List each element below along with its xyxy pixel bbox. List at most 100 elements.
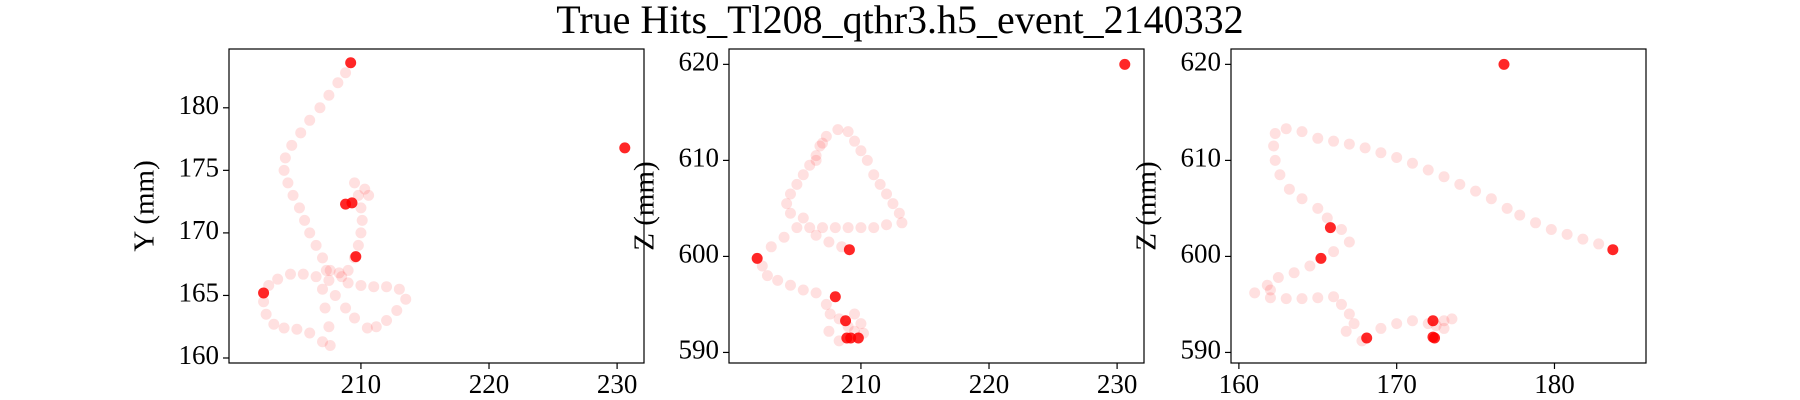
hit-point	[1335, 298, 1347, 310]
hit-point	[804, 159, 816, 171]
hit-point	[791, 178, 803, 190]
hit-point	[1269, 154, 1281, 166]
hit-point	[855, 145, 867, 157]
hit-point	[370, 321, 382, 333]
hit-point	[1391, 318, 1403, 330]
hit-point	[797, 212, 809, 224]
hit-point	[797, 169, 809, 181]
hit-point	[843, 244, 855, 256]
hit-point	[820, 130, 832, 142]
hit-point	[345, 57, 357, 69]
hit-point	[349, 177, 361, 189]
hit-point	[1514, 209, 1526, 221]
hit-point	[1264, 284, 1276, 296]
x-tick-label: 230	[1097, 369, 1138, 399]
hit-point	[258, 296, 270, 308]
hit-point	[317, 336, 329, 348]
hit-point	[772, 274, 784, 286]
hit-point	[368, 281, 380, 293]
hit-point	[329, 289, 341, 301]
hit-point	[272, 273, 284, 285]
hit-point	[1324, 222, 1336, 234]
hit-point	[1454, 178, 1466, 190]
subplot: 210 220 230 160 165 170 175 180 Y (mm)	[129, 48, 645, 399]
hit-point	[1427, 315, 1439, 327]
hit-point	[324, 339, 336, 351]
y-tick-label: 590	[679, 335, 720, 365]
hit-point	[299, 214, 311, 226]
hit-point	[1315, 252, 1327, 264]
hit-point	[842, 126, 854, 138]
hit-point	[310, 271, 322, 283]
hit-point	[1283, 183, 1295, 195]
x-tick-label: 210	[341, 369, 382, 399]
hit-point	[1446, 313, 1458, 325]
hit-point	[1501, 202, 1513, 214]
y-tick-label: 600	[1181, 239, 1222, 269]
hit-point	[400, 293, 412, 305]
hit-point	[333, 267, 345, 279]
hit-point	[1593, 238, 1605, 250]
x-tick-label: 220	[969, 369, 1010, 399]
hit-point	[820, 298, 832, 310]
hit-point	[342, 277, 354, 289]
hit-point	[1406, 157, 1418, 169]
hit-point	[829, 222, 841, 234]
hit-point	[1607, 244, 1619, 256]
hit-point	[874, 178, 886, 190]
hit-point	[1340, 325, 1352, 337]
y-tick-label: 620	[679, 47, 720, 77]
hit-point	[849, 135, 861, 147]
y-tick-label: 165	[179, 278, 220, 308]
hit-point	[1269, 128, 1281, 140]
hit-point	[1328, 246, 1340, 258]
y-tick-label: 180	[179, 90, 220, 120]
hit-point	[1261, 279, 1273, 291]
hit-point	[260, 308, 272, 320]
hit-point	[291, 323, 303, 335]
hit-point	[855, 318, 867, 330]
hit-point	[304, 227, 316, 239]
hit-point	[1296, 126, 1308, 138]
axes-frame	[228, 48, 645, 364]
hit-point	[323, 274, 335, 286]
hit-point	[1348, 318, 1360, 330]
hit-point	[817, 222, 829, 234]
hit-point	[1335, 224, 1347, 236]
y-axis-label: Y (mm)	[129, 160, 161, 252]
hit-point	[355, 279, 367, 291]
hit-point	[352, 189, 364, 201]
hit-point	[1406, 315, 1418, 327]
hit-point	[278, 164, 290, 176]
hit-point	[393, 283, 405, 295]
figure-title: True Hits_Tl208_qthr3.h5_event_2140332	[556, 0, 1243, 42]
hit-point	[1296, 193, 1308, 205]
hit-point	[297, 268, 309, 280]
hit-point	[1312, 292, 1324, 304]
y-tick-label: 170	[179, 215, 220, 245]
hit-point	[1359, 142, 1371, 154]
hit-point	[893, 207, 905, 219]
hit-point	[823, 325, 835, 337]
hit-point	[282, 177, 294, 189]
hit-point	[781, 198, 793, 210]
x-tick-label: 210	[841, 369, 882, 399]
hit-point	[1272, 272, 1284, 284]
hit-point	[761, 270, 773, 282]
hit-point	[340, 67, 352, 79]
hit-point	[1321, 212, 1333, 224]
hit-point	[804, 222, 816, 234]
hit-point	[784, 279, 796, 291]
hit-point	[1288, 267, 1300, 279]
hit-point	[355, 202, 367, 214]
hit-point	[810, 229, 822, 241]
hit-point	[1422, 164, 1434, 176]
hit-point	[852, 332, 864, 344]
hit-point	[319, 302, 331, 314]
subplot: 210 220 230 590 600 610 620 Z (mm)	[629, 47, 1145, 399]
x-tick-label: 160	[1219, 369, 1260, 399]
hit-point	[765, 241, 777, 253]
hit-point	[381, 314, 393, 326]
x-tick-label: 180	[1534, 369, 1575, 399]
hit-point	[1438, 315, 1450, 327]
